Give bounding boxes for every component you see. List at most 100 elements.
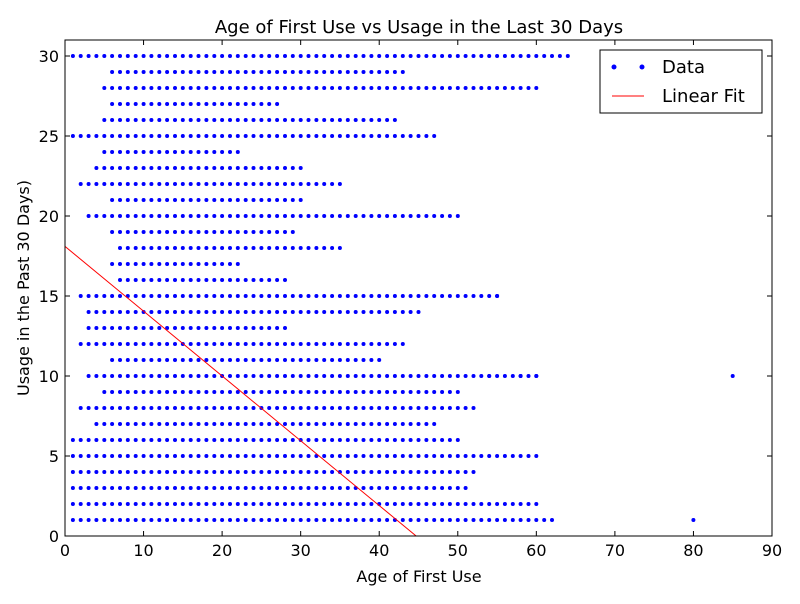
data-point	[471, 374, 476, 378]
data-point	[408, 486, 413, 490]
data-point	[385, 342, 390, 346]
data-point	[94, 342, 99, 346]
data-point	[173, 246, 177, 250]
data-point	[235, 358, 240, 362]
data-point	[235, 230, 240, 234]
data-point	[243, 310, 248, 314]
data-point	[204, 470, 209, 474]
data-point	[353, 390, 358, 394]
data-point	[361, 470, 366, 474]
data-point	[141, 502, 146, 506]
data-point	[196, 390, 201, 394]
data-point	[188, 454, 193, 458]
data-point	[157, 438, 162, 442]
data-point	[353, 358, 358, 362]
data-point	[188, 230, 193, 234]
data-point	[290, 454, 295, 458]
data-point	[400, 54, 405, 58]
data-point	[283, 470, 287, 474]
data-point	[455, 470, 460, 474]
data-point	[353, 86, 358, 90]
data-point	[275, 374, 280, 378]
data-point	[502, 86, 507, 90]
data-point	[424, 518, 429, 522]
data-point	[212, 230, 217, 234]
data-point	[228, 278, 232, 282]
data-point	[392, 422, 397, 426]
data-point	[125, 230, 130, 234]
data-point	[110, 294, 115, 298]
data-point	[102, 134, 107, 138]
data-point	[173, 310, 177, 314]
data-point	[173, 134, 177, 138]
data-point	[228, 406, 232, 410]
legend-fit-label: Linear Fit	[662, 86, 745, 107]
data-point	[526, 518, 531, 522]
data-point	[173, 438, 177, 442]
data-point	[353, 502, 358, 506]
data-point	[353, 118, 358, 122]
data-point	[267, 214, 272, 218]
data-point	[447, 294, 452, 298]
data-point	[251, 86, 256, 90]
data-point	[361, 134, 366, 138]
data-point	[345, 486, 350, 490]
data-point	[251, 214, 256, 218]
data-point	[133, 454, 138, 458]
data-point	[125, 198, 130, 202]
data-point	[212, 262, 217, 266]
data-point	[400, 486, 405, 490]
data-point	[267, 518, 272, 522]
data-point	[188, 486, 193, 490]
data-point	[298, 310, 303, 314]
data-point	[322, 358, 327, 362]
data-point	[251, 454, 256, 458]
data-point	[259, 374, 264, 378]
data-point	[251, 182, 256, 186]
data-point	[110, 358, 115, 362]
data-point	[188, 70, 193, 74]
data-point	[235, 278, 240, 282]
data-point	[550, 54, 554, 58]
data-point	[204, 406, 209, 410]
data-point	[228, 454, 232, 458]
data-point	[78, 406, 83, 410]
data-point	[471, 502, 476, 506]
data-point	[110, 310, 115, 314]
data-point	[432, 374, 437, 378]
data-point	[306, 54, 311, 58]
data-point	[306, 294, 311, 298]
data-point	[196, 342, 201, 346]
data-point	[290, 198, 295, 202]
data-point	[353, 342, 358, 346]
data-point	[188, 502, 193, 506]
data-point	[330, 54, 335, 58]
data-point	[149, 182, 154, 186]
data-point	[165, 54, 170, 58]
data-point	[251, 70, 256, 74]
data-point	[691, 518, 696, 522]
data-point	[290, 358, 295, 362]
data-point	[173, 326, 177, 330]
data-point	[267, 486, 272, 490]
data-point	[283, 86, 287, 90]
data-point	[518, 518, 523, 522]
data-point	[157, 262, 162, 266]
y-axis-label: Usage in the Past 30 Days)	[14, 180, 33, 396]
data-point	[149, 150, 154, 154]
data-point	[141, 470, 146, 474]
data-point	[290, 166, 295, 170]
data-point	[471, 294, 476, 298]
data-point	[345, 374, 350, 378]
data-point	[173, 230, 177, 234]
data-point	[196, 294, 201, 298]
data-point	[94, 422, 99, 426]
data-point	[275, 486, 280, 490]
data-point	[133, 294, 138, 298]
data-point	[361, 390, 366, 394]
data-point	[455, 438, 460, 442]
data-point	[110, 438, 115, 442]
data-point	[345, 502, 350, 506]
data-point	[94, 374, 99, 378]
data-point	[283, 406, 287, 410]
